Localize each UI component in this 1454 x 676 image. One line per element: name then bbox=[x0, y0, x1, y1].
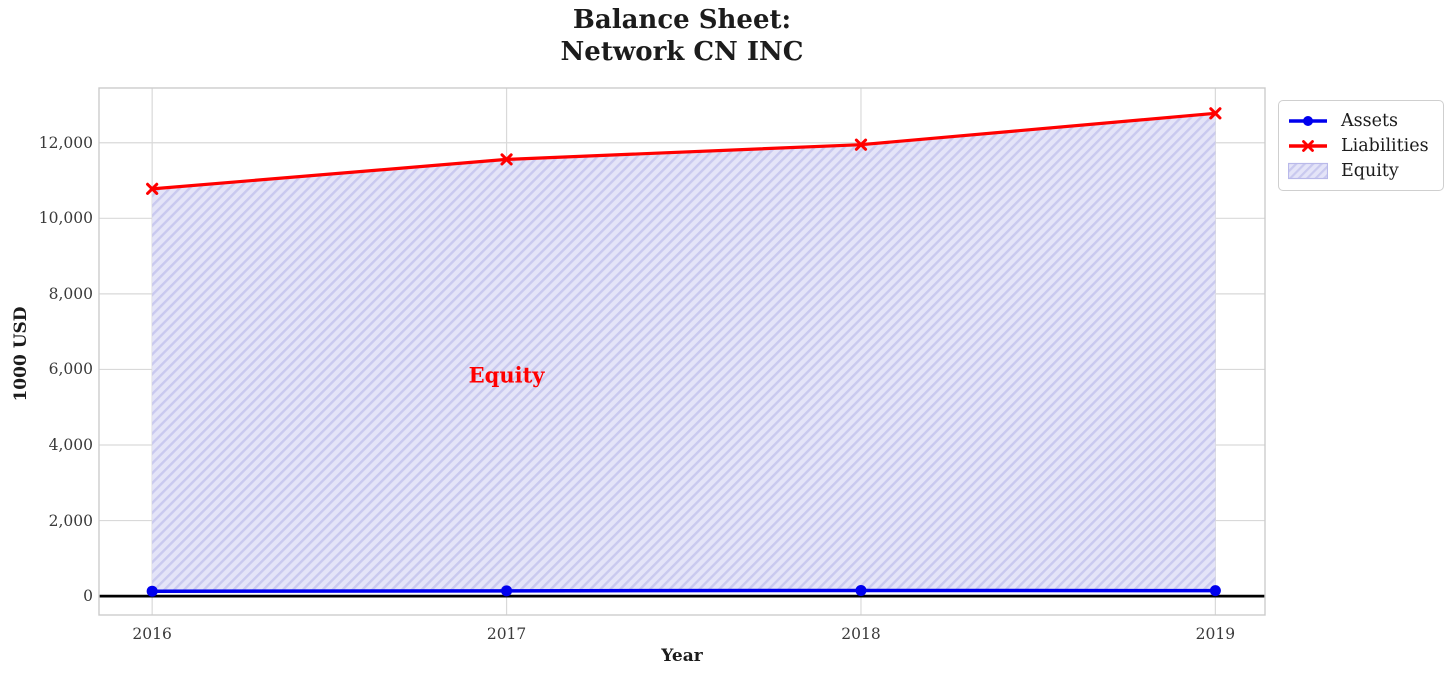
x-axis-label: Year bbox=[661, 646, 703, 666]
legend-item-assets: Assets bbox=[1288, 108, 1433, 133]
liabilities-marker bbox=[146, 182, 159, 195]
assets-marker bbox=[855, 584, 867, 596]
chart-title-line2: Network CN INC bbox=[560, 37, 804, 67]
assets-marker bbox=[146, 585, 158, 597]
x-tick-label: 2019 bbox=[1195, 625, 1236, 643]
legend-label: Assets bbox=[1341, 110, 1398, 131]
assets-marker bbox=[501, 585, 513, 597]
legend-item-liabilities: Liabilities bbox=[1288, 133, 1433, 158]
chart-title-line1: Balance Sheet: bbox=[572, 5, 792, 35]
x-tick-label: 2016 bbox=[132, 625, 172, 643]
y-tick-label: 2,000 bbox=[48, 511, 93, 530]
equity-annotation: Equity bbox=[468, 362, 545, 388]
x-tick-label: 2018 bbox=[841, 625, 881, 643]
liabilities-marker bbox=[500, 153, 513, 166]
assets-marker bbox=[1209, 585, 1221, 597]
liabilities-marker bbox=[1209, 107, 1222, 120]
liabilities-marker bbox=[854, 138, 868, 151]
legend: Assets Liabilities Equity bbox=[1278, 100, 1444, 191]
y-tick-label: 8,000 bbox=[48, 284, 93, 303]
y-tick-label: 12,000 bbox=[38, 133, 93, 152]
equity-swatch-icon bbox=[1288, 162, 1328, 179]
x-tick-label: 2017 bbox=[486, 625, 527, 643]
legend-label: Liabilities bbox=[1341, 135, 1429, 156]
y-tick-label: 10,000 bbox=[38, 209, 93, 228]
legend-label: Equity bbox=[1341, 160, 1399, 181]
liabilities-line bbox=[152, 111, 1216, 191]
y-tick-label: 4,000 bbox=[48, 436, 93, 454]
liabilities-swatch-icon bbox=[1289, 139, 1327, 152]
equity-area bbox=[152, 113, 1216, 592]
chart-title: Balance Sheet: Network CN INC bbox=[99, 4, 1265, 68]
y-tick-label: 0 bbox=[83, 587, 93, 606]
assets-line bbox=[152, 588, 1216, 593]
y-tick-label: 6,000 bbox=[48, 360, 93, 379]
assets-swatch-icon bbox=[1289, 115, 1327, 126]
legend-item-equity: Equity bbox=[1288, 158, 1433, 183]
plot-border bbox=[98, 87, 1266, 616]
